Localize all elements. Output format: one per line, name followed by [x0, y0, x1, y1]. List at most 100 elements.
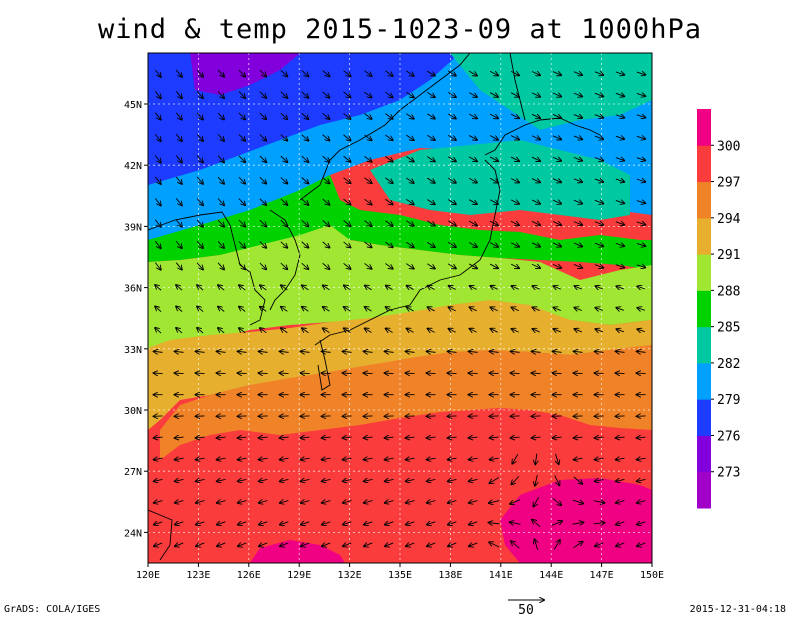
wind-arrow [531, 221, 540, 225]
colorbar-segment [697, 109, 711, 146]
wind-arrow [343, 177, 351, 184]
wind-arrow [259, 437, 268, 438]
colorbar-label: 291 [717, 248, 740, 263]
wind-arrow [427, 199, 435, 204]
wind-arrow [385, 134, 392, 140]
wind-arrow [574, 373, 583, 374]
wind-arrow [385, 241, 392, 247]
wind-arrow [196, 373, 205, 374]
wind-arrow [365, 307, 372, 311]
wind-arrow [343, 263, 351, 269]
colorbar-segment [697, 326, 711, 364]
wind-arrow [552, 157, 561, 161]
wind-arrow [427, 373, 436, 374]
wind-arrow [552, 179, 561, 183]
wind-arrow [323, 285, 330, 291]
wind-arrow [449, 307, 456, 311]
wind-arrow [217, 134, 224, 141]
wind-arrow [154, 351, 163, 352]
wind-arrow [636, 93, 646, 96]
wind-arrow [470, 286, 477, 290]
wind-arrow [406, 113, 413, 119]
wind-arrow [448, 501, 457, 503]
wind-arrow [489, 113, 498, 118]
wind-arrow [238, 198, 245, 206]
wind-arrow [322, 112, 330, 119]
plot-timestamp: 2015-12-31-04:18 [689, 604, 786, 615]
wind-arrow [637, 308, 646, 311]
wind-arrow [175, 176, 182, 184]
wind-arrow [489, 92, 498, 97]
wind-arrow [532, 307, 540, 310]
wind-arrow [594, 93, 603, 96]
wind-arrow [259, 262, 266, 269]
wind-arrow [364, 220, 371, 226]
wind-arrow [406, 543, 415, 546]
wind-arrow [532, 351, 541, 352]
wind-arrow [301, 522, 310, 525]
wind-arrow [238, 479, 247, 481]
wind-arrow [572, 500, 583, 503]
wind-arrow [238, 262, 245, 270]
wind-arrow [532, 437, 541, 438]
wind-arrow [343, 351, 352, 352]
wind-arrow [301, 70, 309, 76]
wind-arrow [175, 543, 184, 546]
lat-tick-label: 42N [124, 161, 142, 172]
wind-arrow [489, 220, 498, 225]
wind-arrow [364, 91, 371, 97]
wind-arrow [238, 522, 247, 525]
wind-arrow [448, 373, 457, 374]
wind-arrow [238, 543, 247, 546]
wind-arrow [322, 479, 331, 481]
wind-arrow [280, 458, 289, 459]
wind-arrow [344, 285, 351, 289]
wind-arrow [636, 72, 646, 75]
wind-arrow [343, 501, 352, 503]
wind-arrow [637, 501, 646, 503]
lon-tick-label: 135E [388, 570, 412, 581]
colorbar-label: 279 [717, 393, 740, 408]
wind-arrow [489, 156, 498, 161]
wind-arrow [197, 328, 204, 334]
wind-arrow [616, 522, 625, 525]
wind-arrow [217, 522, 226, 525]
wind-arrow [552, 497, 561, 505]
wind-arrow [490, 458, 499, 459]
wind-arrow [343, 155, 351, 162]
wind-arrow [595, 329, 603, 332]
wind-arrow [552, 222, 561, 226]
wind-arrow [531, 264, 540, 268]
wind-arrow [427, 522, 436, 525]
colorbar-segment [697, 217, 711, 255]
wind-arrow [385, 91, 392, 97]
wind-arrow [427, 156, 435, 162]
wind-arrow [364, 198, 371, 204]
wind-arrow [469, 351, 478, 352]
wind-arrow [154, 437, 163, 438]
wind-arrow [448, 199, 456, 205]
wind-arrow [468, 70, 477, 75]
wind-arrow [511, 476, 520, 484]
wind-arrow [217, 437, 226, 438]
wind-arrow [448, 134, 456, 140]
wind-arrow [301, 437, 310, 438]
wind-arrow [615, 93, 624, 96]
wind-arrow [407, 328, 414, 332]
wind-arrow [322, 351, 331, 352]
wind-arrow [406, 241, 413, 247]
wind-arrow [469, 437, 478, 438]
wind-arrow [343, 373, 352, 374]
wind-arrow [428, 329, 435, 333]
wind-arrow [175, 501, 184, 503]
wind-arrow [238, 155, 245, 163]
wind-arrow [280, 262, 288, 269]
wind-arrow [259, 501, 268, 503]
latitude-axis: 24N 27N 30N 33N 36N 39N 42N 45N [124, 100, 148, 539]
wind-arrow [154, 458, 163, 459]
wind-arrow [553, 307, 561, 310]
wind-arrow [365, 328, 372, 332]
wind-arrow [489, 263, 498, 268]
wind-arrow [448, 242, 456, 247]
wind-arrow [280, 69, 288, 76]
